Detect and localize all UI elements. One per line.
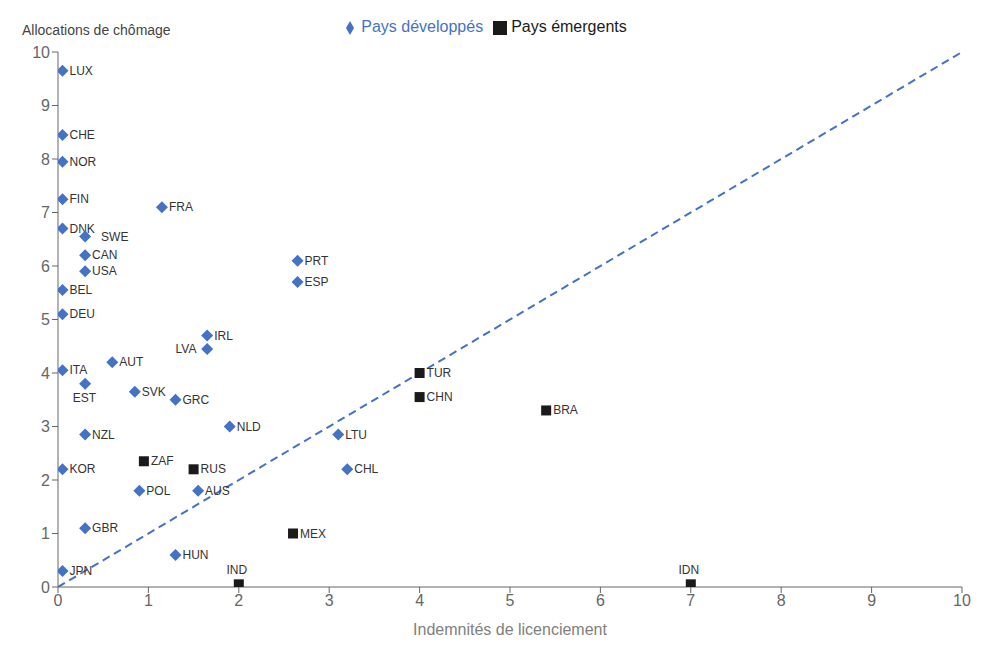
svg-text:LTU: LTU	[345, 428, 367, 442]
svg-text:LUX: LUX	[70, 64, 93, 78]
svg-text:IND: IND	[227, 563, 248, 577]
svg-text:5: 5	[506, 592, 515, 609]
svg-text:BRA: BRA	[553, 403, 578, 417]
svg-text:SWE: SWE	[101, 230, 128, 244]
svg-text:AUS: AUS	[205, 484, 230, 498]
svg-text:4: 4	[415, 592, 424, 609]
svg-text:RUS: RUS	[201, 462, 226, 476]
svg-text:DNK: DNK	[70, 222, 95, 236]
svg-text:ITA: ITA	[70, 363, 88, 377]
svg-text:CHE: CHE	[70, 128, 95, 142]
svg-text:GRC: GRC	[183, 393, 210, 407]
svg-text:DEU: DEU	[70, 307, 95, 321]
svg-text:BEL: BEL	[70, 283, 93, 297]
svg-text:4: 4	[41, 365, 50, 382]
svg-text:2: 2	[41, 472, 50, 489]
svg-text:NLD: NLD	[237, 420, 261, 434]
svg-text:EST: EST	[73, 391, 97, 405]
svg-text:MEX: MEX	[300, 527, 326, 541]
html-text:Allocations de chômage: Allocations de chômage	[22, 22, 171, 38]
svg-text:TUR: TUR	[427, 366, 452, 380]
svg-text:1: 1	[144, 592, 153, 609]
svg-text:CHN: CHN	[427, 390, 453, 404]
svg-text:2: 2	[234, 592, 243, 609]
svg-text:3: 3	[325, 592, 334, 609]
svg-text:LVA: LVA	[176, 342, 197, 356]
svg-text:CHL: CHL	[354, 462, 378, 476]
svg-text:ZAF: ZAF	[151, 454, 174, 468]
svg-text:6: 6	[41, 258, 50, 275]
svg-text:PRT: PRT	[305, 254, 329, 268]
svg-text:9: 9	[41, 97, 50, 114]
svg-text:1: 1	[41, 525, 50, 542]
svg-text:8: 8	[41, 151, 50, 168]
svg-text:JPN: JPN	[70, 564, 93, 578]
svg-text:6: 6	[596, 592, 605, 609]
svg-text:8: 8	[777, 592, 786, 609]
svg-text:GBR: GBR	[92, 521, 118, 535]
svg-text:7: 7	[41, 204, 50, 221]
svg-text:KOR: KOR	[70, 462, 96, 476]
html-text:Pays émergents: Pays émergents	[511, 18, 627, 35]
svg-text:10: 10	[32, 44, 50, 61]
svg-text:0: 0	[41, 579, 50, 596]
svg-text:5: 5	[41, 311, 50, 328]
svg-text:POL: POL	[146, 484, 170, 498]
svg-text:IDN: IDN	[679, 563, 700, 577]
svg-text:HUN: HUN	[183, 548, 209, 562]
svg-text:FRA: FRA	[169, 200, 193, 214]
svg-text:9: 9	[867, 592, 876, 609]
svg-text:USA: USA	[92, 264, 117, 278]
svg-text:NZL: NZL	[92, 428, 115, 442]
svg-text:0: 0	[54, 592, 63, 609]
html-text:Pays développés: Pays développés	[361, 18, 484, 35]
svg-text:FIN: FIN	[70, 192, 89, 206]
svg-text:3: 3	[41, 418, 50, 435]
svg-text:IRL: IRL	[214, 329, 233, 343]
svg-text:SVK: SVK	[142, 385, 166, 399]
svg-text:ESP: ESP	[305, 275, 329, 289]
svg-text:10: 10	[953, 592, 971, 609]
svg-text:AUT: AUT	[119, 355, 144, 369]
svg-text:Indemnités de licenciement: Indemnités de licenciement	[413, 621, 607, 638]
svg-text:CAN: CAN	[92, 248, 117, 262]
svg-text:7: 7	[686, 592, 695, 609]
svg-text:NOR: NOR	[70, 155, 97, 169]
